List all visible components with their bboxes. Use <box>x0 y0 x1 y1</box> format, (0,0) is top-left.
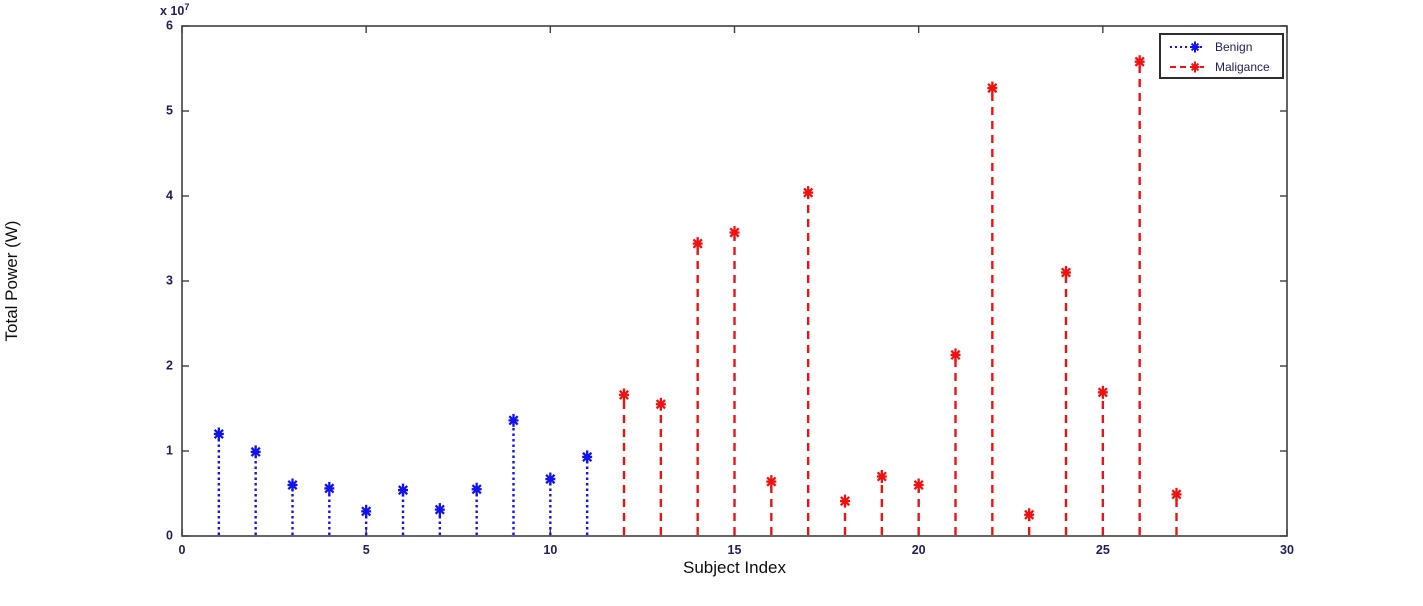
asterisk-marker <box>508 413 519 427</box>
asterisk-marker <box>1134 55 1145 69</box>
y-tick-label: 1 <box>166 443 173 457</box>
asterisk-marker <box>876 470 887 483</box>
asterisk-marker <box>545 472 556 486</box>
asterisk-marker <box>213 427 224 441</box>
y-tick-label: 5 <box>166 103 173 117</box>
asterisk-marker <box>987 81 998 95</box>
asterisk-marker <box>324 481 335 495</box>
x-tick-label: 0 <box>179 543 186 557</box>
asterisk-marker <box>582 450 593 464</box>
benign-stems <box>213 413 593 535</box>
asterisk-marker <box>1024 508 1035 522</box>
legend: Benign Maligance <box>1159 33 1284 79</box>
x-axis-label: Subject Index <box>682 558 786 577</box>
asterisk-marker <box>803 186 814 200</box>
asterisk-marker <box>471 482 482 496</box>
legend-item-maligance: Maligance <box>1168 57 1282 77</box>
asterisk-marker <box>766 475 777 489</box>
maligance-asterisk-icon <box>1190 61 1200 73</box>
asterisk-marker <box>1171 487 1182 501</box>
legend-label-benign: Benign <box>1215 40 1253 54</box>
asterisk-marker <box>397 483 409 497</box>
x-tick-label: 30 <box>1280 543 1294 557</box>
maligance-line-sample <box>1170 61 1204 73</box>
asterisk-marker <box>950 348 961 362</box>
asterisk-marker <box>839 494 851 508</box>
asterisk-marker <box>1060 266 1072 279</box>
maligance-stems <box>618 55 1182 535</box>
asterisk-marker <box>913 478 924 492</box>
x-tick-label: 5 <box>363 543 370 557</box>
benign-asterisk-icon <box>1190 41 1200 53</box>
y-tick-label: 6 <box>166 18 173 32</box>
x-tick-label: 25 <box>1096 543 1110 557</box>
asterisk-marker <box>361 504 372 518</box>
asterisk-marker <box>1097 385 1108 399</box>
y-tick-label: 4 <box>166 188 173 202</box>
x-tick-label: 20 <box>912 543 926 557</box>
asterisk-marker <box>729 226 740 240</box>
legend-item-benign: Benign <box>1168 37 1282 57</box>
y-tick-label: 0 <box>166 528 173 542</box>
y-axis-exponent-power: 7 <box>184 2 190 12</box>
asterisk-marker <box>618 388 630 402</box>
asterisk-marker <box>287 478 298 492</box>
legend-label-maligance: Maligance <box>1215 60 1270 74</box>
y-axis-label: Total Power (W) <box>2 220 21 342</box>
y-tick-label: 2 <box>166 358 173 372</box>
x-tick-label: 15 <box>728 543 742 557</box>
x-tick-label: 10 <box>543 543 557 557</box>
benign-line-sample <box>1170 41 1204 53</box>
asterisk-marker <box>655 397 666 411</box>
asterisk-marker <box>692 237 703 251</box>
y-axis-exponent-base: x 10 <box>160 4 185 19</box>
asterisk-marker <box>250 445 261 459</box>
y-axis-exponent: x 107 <box>160 2 189 18</box>
asterisk-marker <box>434 503 445 517</box>
y-tick-label: 3 <box>166 273 173 287</box>
